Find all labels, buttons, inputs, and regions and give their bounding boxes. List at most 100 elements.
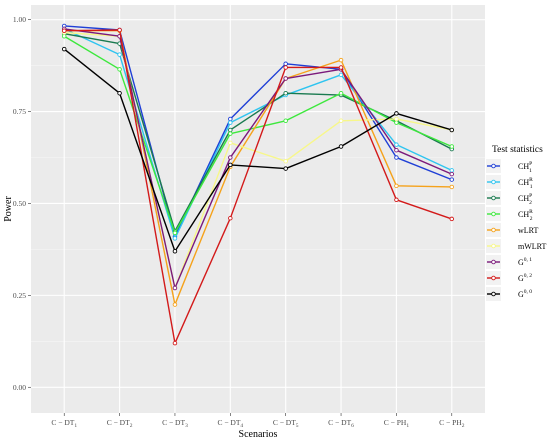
data-point xyxy=(228,127,233,133)
data-point xyxy=(449,168,455,173)
x-axis-title: Scenarios xyxy=(239,429,278,440)
y-tick-label: 0.00 xyxy=(13,383,26,392)
data-point xyxy=(228,215,233,221)
legend-label: CHR 2 xyxy=(518,209,533,222)
legend-swatch-point xyxy=(491,163,496,169)
data-point xyxy=(283,76,288,81)
data-point xyxy=(338,90,344,96)
legend-swatch-point xyxy=(491,195,496,201)
data-point xyxy=(394,155,399,160)
legend-label: G0, 0 xyxy=(518,289,532,299)
data-point xyxy=(172,230,178,236)
data-point xyxy=(172,302,178,307)
data-point xyxy=(61,33,67,39)
series-ch xyxy=(61,33,455,236)
legend-swatch-point xyxy=(491,227,496,233)
legend-label: G0, 1 xyxy=(518,257,532,267)
data-point xyxy=(228,120,233,125)
data-point xyxy=(228,140,233,146)
series-lines xyxy=(61,23,455,346)
data-point xyxy=(172,249,178,254)
legend-item: G0, 0 xyxy=(486,287,532,301)
data-point xyxy=(449,184,455,190)
data-point xyxy=(449,177,455,182)
data-point xyxy=(61,28,67,33)
data-point xyxy=(117,52,122,57)
legend-swatch-point xyxy=(491,291,496,297)
legend-item: mWLRT xyxy=(486,239,547,253)
series-g xyxy=(61,46,455,254)
legend-label: wLRT xyxy=(518,226,539,235)
x-tick-label: C − DT1 xyxy=(51,418,77,429)
legend-swatch-point xyxy=(491,211,496,217)
data-point xyxy=(394,116,399,122)
x-tick-label: C − DT5 xyxy=(273,418,299,429)
x-tick-label: C − DT4 xyxy=(217,418,243,429)
gridlines xyxy=(31,5,485,413)
x-tick-label: C − DT2 xyxy=(107,418,133,429)
data-point xyxy=(283,166,288,171)
legend-item: G0, 2 xyxy=(486,271,532,285)
legend-swatch-point xyxy=(491,259,496,265)
x-tick-label: C − PH1 xyxy=(384,418,410,429)
series-line xyxy=(63,48,452,252)
series-line xyxy=(64,29,453,344)
y-tick-label: 1.00 xyxy=(13,15,26,24)
data-point xyxy=(394,197,399,203)
data-point xyxy=(228,116,233,122)
data-point xyxy=(449,144,455,149)
legend-label: CHR 1 xyxy=(518,177,533,190)
data-point xyxy=(394,183,399,189)
data-point xyxy=(228,131,233,136)
legend-item: CHR 1 xyxy=(486,175,533,190)
data-point xyxy=(394,142,399,147)
data-point xyxy=(338,65,344,70)
data-point xyxy=(283,65,288,70)
data-point xyxy=(283,61,288,67)
legend-item: G0, 1 xyxy=(486,255,532,269)
data-point xyxy=(338,144,344,149)
series-line xyxy=(63,35,453,234)
legend: Test statistics CHP 1 CHR 1 CHP 2 CHR 2 wLRT mWLR… xyxy=(486,145,547,301)
legend-item: wLRT xyxy=(486,223,539,237)
y-tick-label: 0.50 xyxy=(13,199,26,208)
series-line xyxy=(64,25,453,238)
data-point xyxy=(394,147,399,153)
data-point xyxy=(228,155,233,160)
series-g xyxy=(61,27,455,346)
x-tick-label: C − DT6 xyxy=(328,418,354,429)
data-point xyxy=(394,111,399,116)
y-axis: 0.00 0.25 0.50 0.75 1.00 xyxy=(13,15,31,392)
legend-label: CHP 2 xyxy=(518,193,532,206)
legend-item: CHR 2 xyxy=(486,207,533,222)
data-point xyxy=(449,216,455,222)
data-point xyxy=(172,285,178,291)
x-tick-label: C − DT3 xyxy=(162,418,188,429)
legend-swatch-point xyxy=(491,275,496,281)
data-point xyxy=(228,162,233,168)
data-point xyxy=(449,127,455,133)
data-point xyxy=(117,90,122,96)
data-point xyxy=(449,171,455,177)
data-point xyxy=(117,27,122,33)
data-point xyxy=(61,46,67,52)
data-point xyxy=(338,57,344,63)
data-point xyxy=(283,118,288,124)
data-point xyxy=(117,67,122,72)
data-point xyxy=(394,120,399,125)
plot-panel xyxy=(31,5,485,413)
y-tick-label: 0.25 xyxy=(13,291,26,300)
data-point xyxy=(172,236,178,241)
data-point xyxy=(172,340,178,346)
legend-label: mWLRT xyxy=(518,242,547,251)
legend-title: Test statistics xyxy=(492,145,543,155)
data-point xyxy=(338,118,344,124)
data-point xyxy=(338,72,344,78)
legend-label: CHP 1 xyxy=(518,161,532,174)
data-point xyxy=(283,158,288,164)
legend-label: G0, 2 xyxy=(518,273,532,283)
x-tick-label: C − PH2 xyxy=(439,418,465,429)
x-axis: C − DT1 C − DT2 C − DT3 C − DT4 C − DT5 C − D… xyxy=(51,413,465,429)
legend-swatch-point xyxy=(491,179,496,185)
